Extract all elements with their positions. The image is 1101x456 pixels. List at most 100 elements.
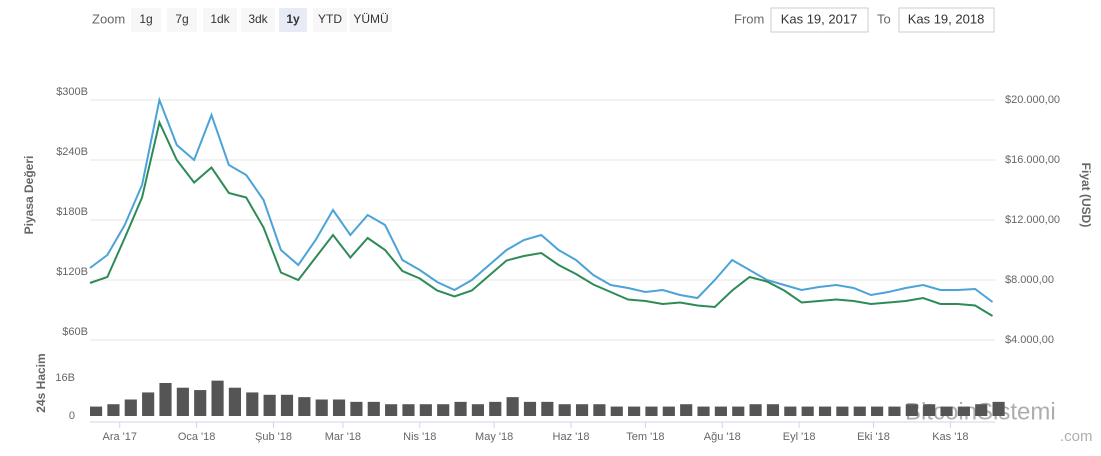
- button-label[interactable]: 1y: [286, 12, 300, 26]
- y-tick-label: $240B: [56, 146, 88, 158]
- zoom-button[interactable]: YTD: [313, 8, 347, 32]
- volume-bar: [298, 397, 311, 416]
- zoom-button[interactable]: 3dk: [241, 8, 275, 32]
- y2-tick-label: $12.000,00: [1005, 214, 1060, 226]
- to-value[interactable]: Kas 19, 2018: [908, 11, 985, 26]
- volume-bar: [871, 406, 884, 416]
- x-tick-label: May '18: [475, 431, 513, 443]
- volume-bar: [194, 390, 207, 416]
- to-label: To: [877, 11, 891, 26]
- volume-bar: [263, 394, 276, 416]
- x-tick-label: Eki '18: [857, 431, 890, 443]
- x-tick-label: Eyl '18: [783, 431, 816, 443]
- volume-bar: [888, 406, 901, 416]
- zoom-label: Zoom: [92, 11, 125, 26]
- zoom-button[interactable]: 1dk: [203, 8, 237, 32]
- button-bg[interactable]: [350, 8, 392, 32]
- volume-bar: [992, 401, 1005, 416]
- volume-bar: [940, 406, 953, 416]
- y-tick-label: $300B: [56, 86, 88, 98]
- volume-bar: [801, 406, 814, 416]
- volume-bar: [523, 401, 537, 416]
- x-tick-label: Haz '18: [553, 431, 590, 443]
- x-tick-label: Kas '18: [932, 431, 968, 443]
- volume-bar: [176, 387, 189, 416]
- volume-bar: [142, 392, 155, 416]
- y2-axis-title: Fiyat (USD): [1079, 163, 1093, 228]
- volume-bar: [957, 406, 970, 416]
- volume-bar: [818, 406, 832, 416]
- volume-bar: [610, 406, 623, 416]
- zoom-button[interactable]: 7g: [167, 8, 197, 32]
- x-tick-label: Nis '18: [403, 431, 436, 443]
- zoom-button[interactable]: 1g: [131, 8, 161, 32]
- volume-bar: [246, 392, 259, 416]
- button-bg[interactable]: [279, 8, 307, 32]
- x-tick-label: Ara '17: [102, 431, 137, 443]
- volume-bar: [107, 404, 120, 416]
- volume-bar: [350, 401, 363, 416]
- y2-tick-label: $8.000,00: [1005, 274, 1054, 286]
- zoom-button[interactable]: YÜMÜ: [350, 8, 392, 32]
- y-tick-label: 16B: [55, 372, 75, 384]
- from-value[interactable]: Kas 19, 2017: [781, 11, 858, 26]
- volume-bar: [628, 406, 641, 416]
- volume-bar: [784, 406, 797, 416]
- volume-bar: [697, 406, 710, 416]
- button-label[interactable]: 3dk: [248, 12, 268, 26]
- button-bg[interactable]: [241, 8, 275, 32]
- from-input[interactable]: [770, 7, 869, 33]
- button-bg[interactable]: [131, 8, 161, 32]
- volume-bar: [454, 401, 467, 416]
- button-label[interactable]: 7g: [175, 12, 188, 26]
- volume-bar: [975, 404, 988, 416]
- button-bg[interactable]: [167, 8, 197, 32]
- to-input[interactable]: [898, 7, 995, 33]
- volume-bar: [419, 404, 432, 416]
- y-axis-title: Piyasa Değeri: [22, 156, 36, 235]
- button-bg[interactable]: [203, 8, 237, 32]
- series-line: [89, 119, 994, 317]
- volume-bar: [315, 399, 328, 416]
- volume-bar: [332, 399, 346, 416]
- button-label[interactable]: YTD: [318, 12, 342, 26]
- volume-bar: [385, 404, 398, 416]
- volume-bar: [593, 404, 606, 416]
- volume-bar: [749, 404, 762, 416]
- button-label[interactable]: 1g: [139, 12, 152, 26]
- volume-bar: [90, 406, 103, 416]
- volume-bar: [280, 394, 294, 416]
- x-tick-label: Tem '18: [626, 431, 664, 443]
- y-tick-label: $60B: [62, 326, 88, 338]
- volume-bar: [228, 387, 241, 416]
- volume-bar: [402, 404, 415, 416]
- y-tick-label: $120B: [56, 266, 88, 278]
- volume-bar: [662, 406, 675, 416]
- volume-bar: [714, 406, 727, 416]
- y-tick-label: $180B: [56, 206, 88, 218]
- y2-tick-label: $20.000,00: [1005, 94, 1060, 106]
- y-tick-label: 0: [69, 410, 75, 422]
- volume-bar: [124, 399, 137, 416]
- button-bg[interactable]: [313, 8, 347, 32]
- volume-bar: [506, 397, 519, 416]
- y2-tick-label: $16.000,00: [1005, 154, 1060, 166]
- volume-bar: [471, 404, 484, 416]
- volume-bar: [489, 401, 502, 416]
- zoom-button[interactable]: 1y: [279, 8, 307, 32]
- button-label[interactable]: YÜMÜ: [353, 12, 388, 26]
- volume-bar: [541, 401, 554, 416]
- series-line: [89, 96, 994, 303]
- volume-bar: [853, 406, 866, 416]
- volume-bar: [766, 404, 780, 416]
- x-tick-label: Mar '18: [325, 431, 361, 443]
- volume-bar: [211, 380, 224, 416]
- volume-bar: [575, 404, 589, 416]
- volume-bar: [437, 404, 450, 416]
- button-label[interactable]: 1dk: [210, 12, 230, 26]
- y-axis-title: 24s Hacim: [34, 353, 48, 412]
- volume-bar: [905, 404, 918, 416]
- volume-bar: [923, 404, 936, 416]
- volume-bar: [645, 406, 658, 416]
